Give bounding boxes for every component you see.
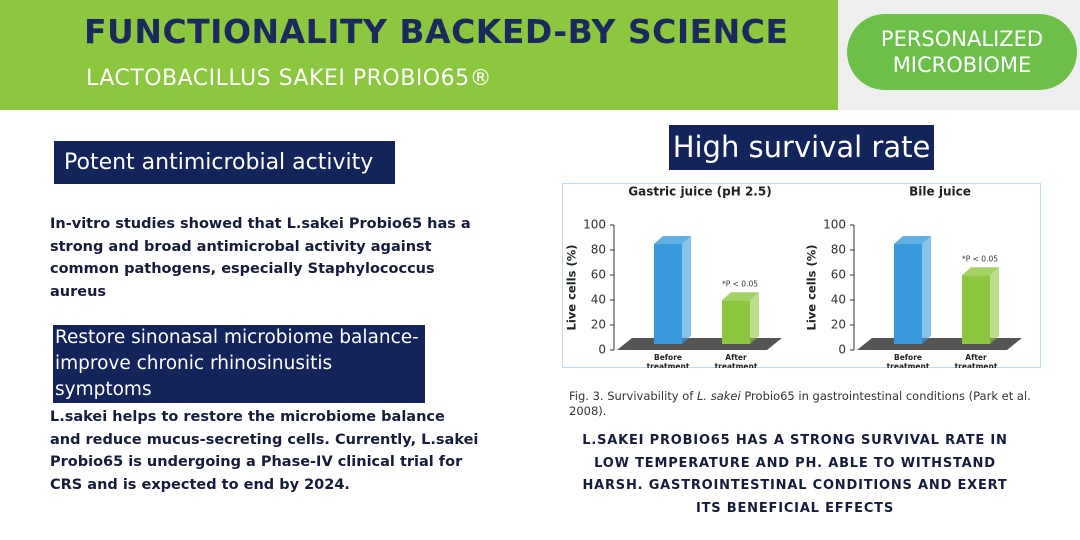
header-band <box>0 0 838 110</box>
y-axis-label: Live cells (%) <box>805 245 819 331</box>
y-tick-label: 40 <box>831 293 846 307</box>
caption: Fig. 3. Survivability of L. sakei Probio… <box>569 389 1039 419</box>
caption-text: L. sakei <box>696 389 741 403</box>
bar-top <box>894 236 931 244</box>
x-tick-label-box: After treatment <box>714 353 758 368</box>
section-heading: Restore sinonasal microbiome balance-imp… <box>53 325 425 403</box>
badge: PERSONALIZED MICROBIOME <box>847 14 1077 90</box>
y-tick-label: 100 <box>823 218 846 232</box>
bar <box>654 244 682 344</box>
y-tick-label: 80 <box>831 243 846 257</box>
summary: L.SAKEI PROBIO65 HAS A STRONG SURVIVAL R… <box>582 433 1008 516</box>
section-heading: Potent antimicrobial activity <box>54 141 395 184</box>
x-tick-label: Before treatment <box>886 353 930 368</box>
bar-side <box>990 267 999 344</box>
bar-top <box>654 236 691 244</box>
annotation: *P < 0.05 <box>722 279 758 288</box>
x-tick-label: Before treatment <box>646 353 690 368</box>
y-tick-label: 20 <box>831 318 846 332</box>
chart-title: Gastric juice (pH 2.5) <box>628 185 771 199</box>
x-tick-label: After treatment <box>714 353 758 368</box>
caption-text: Fig. 3. Survivability of <box>569 389 697 403</box>
chart-title: Bile juice <box>909 185 971 199</box>
chart-panel <box>562 183 1041 368</box>
y-tick-label: 60 <box>591 268 606 282</box>
bar-top <box>722 292 759 301</box>
bar-top <box>962 267 999 276</box>
x-tick-label-box: Before treatment <box>886 353 930 368</box>
y-tick-label: 0 <box>838 343 846 357</box>
y-tick-label: 80 <box>591 243 606 257</box>
y-tick-label: 0 <box>598 343 606 357</box>
chart: Gastric juice (pH 2.5) Live cells (%) 0 20 4… <box>565 185 782 368</box>
x-tick-label-box: After treatment <box>954 353 998 368</box>
title: FUNCTIONALITY BACKED-BY SCIENCE <box>84 12 789 51</box>
floor <box>857 338 1022 350</box>
bar-side <box>922 236 931 344</box>
section-text: L.sakei helps to restore the microbiome … <box>50 409 479 493</box>
floor <box>617 338 782 350</box>
y-tick-label: 60 <box>831 268 846 282</box>
bar <box>894 244 922 344</box>
subtitle: LACTOBACILLUS SAKEI PROBIO65® <box>86 66 493 91</box>
bar <box>962 275 990 344</box>
bar-side <box>750 292 759 344</box>
x-tick-label: After treatment <box>954 353 998 368</box>
y-tick-label: 40 <box>591 293 606 307</box>
section-heading: High survival rate <box>669 125 934 170</box>
chart: Bile juice Live cells (%) 0 20 40 60 80 100 Befo… <box>805 185 1022 368</box>
bar-side <box>682 236 691 344</box>
x-tick-label-box: Before treatment <box>646 353 690 368</box>
y-axis-label: Live cells (%) <box>565 245 579 331</box>
caption-text: Probio65 in gastrointestinal conditions … <box>569 389 1031 418</box>
section-text: In-vitro studies showed that L.sakei Pro… <box>50 216 471 300</box>
annotation: *P < 0.05 <box>962 254 998 263</box>
y-tick-label: 20 <box>591 318 606 332</box>
y-tick-label: 100 <box>583 218 606 232</box>
bar <box>722 300 750 344</box>
